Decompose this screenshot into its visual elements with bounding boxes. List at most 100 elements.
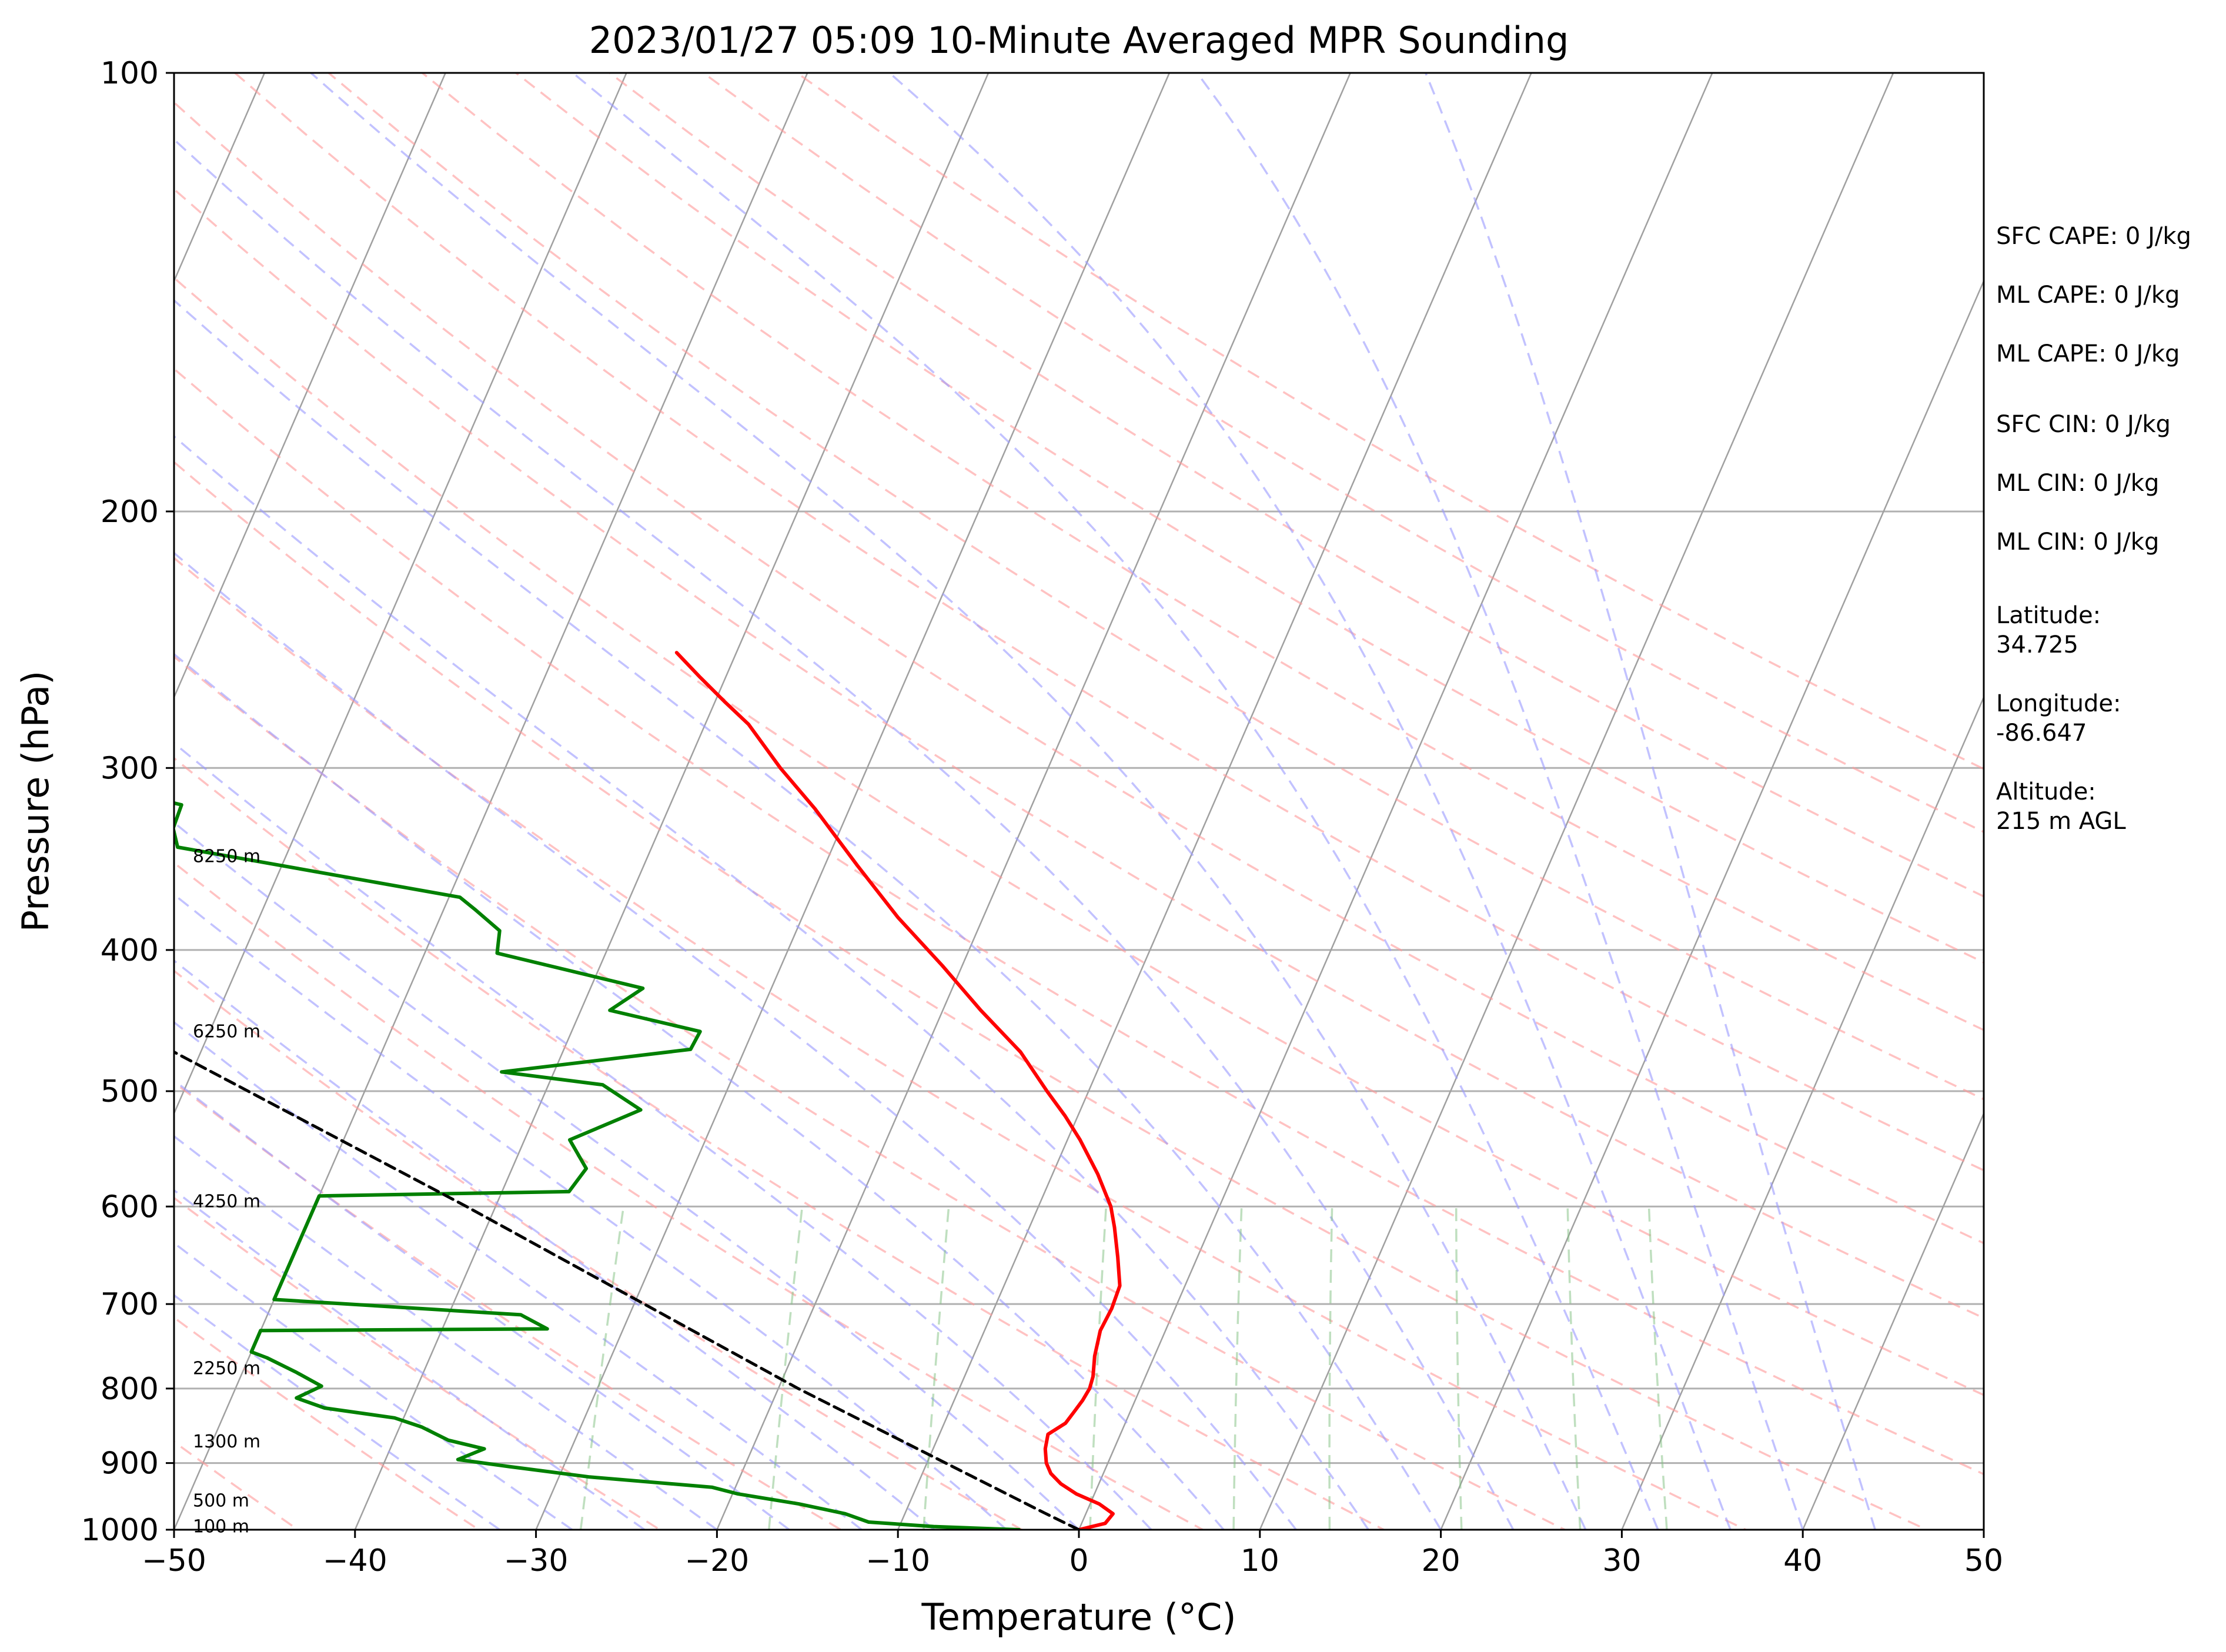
dry-adiabat-line — [174, 1196, 662, 1530]
side-annotation: Latitude: — [1996, 602, 2101, 629]
dry-adiabat-line — [174, 861, 1205, 1530]
dry-adiabat-line — [420, 73, 1984, 1031]
height-label-layer: 100 m 500 m 1300 m 2250 m 4250 m 6250 m 8250 m — [193, 847, 260, 1537]
mixing-ratio-line — [768, 1206, 804, 1530]
moist-adiabat-line — [174, 138, 1515, 1530]
height-label: 100 m — [193, 1517, 249, 1537]
isotherm-line — [354, 73, 990, 1530]
moist-adiabat-line — [174, 1079, 790, 1530]
dry-adiabat-line — [174, 367, 1984, 1476]
isotherm-line — [174, 73, 808, 1530]
dry-adiabat-line — [233, 73, 1984, 1172]
side-annotation: ML CIN: 0 J/kg — [1996, 529, 2159, 556]
dry-adiabat-line — [174, 1316, 481, 1530]
x-axis: −50 −40 −30 −20 −10 0 10 20 30 40 50 — [142, 1530, 2003, 1579]
height-label: 6250 m — [193, 1022, 260, 1042]
side-annotation: SFC CIN: 0 J/kg — [1996, 411, 2171, 438]
isotherm-line — [174, 73, 627, 1116]
mixing-ratio-line — [1232, 1206, 1243, 1530]
isotherm-line — [1259, 73, 1894, 1530]
parcel-profile — [174, 1050, 1081, 1530]
moist-adiabat-line — [174, 893, 1008, 1530]
x-tick-label: −20 — [685, 1543, 750, 1579]
moist-adiabat-line — [174, 551, 1297, 1530]
moist-adiabat-line — [1196, 73, 1804, 1530]
y-tick-label: 100 — [101, 56, 159, 91]
side-annotation: ML CIN: 0 J/kg — [1996, 470, 2159, 497]
side-annotation: ML CAPE: 0 J/kg — [1996, 282, 2180, 309]
y-tick-label: 400 — [101, 933, 159, 968]
x-tick-label: 30 — [1602, 1543, 1641, 1579]
moist-adiabat-line — [310, 73, 1587, 1530]
moist-adiabat-line — [1425, 73, 1876, 1530]
y-axis: 100 200 300 400 500 600 700 800 900 1000 — [81, 56, 174, 1548]
side-annotation: Longitude: — [1996, 690, 2121, 717]
mixing-ratio-line — [1328, 1206, 1333, 1530]
y-tick-label: 300 — [101, 751, 159, 786]
mixing-ratio-line — [1647, 1206, 1668, 1530]
isotherm-line — [174, 73, 266, 283]
dry-adiabat-line — [174, 101, 1984, 1245]
mixing-ratio-line — [923, 1206, 950, 1530]
dry-adiabat-line — [174, 655, 1567, 1530]
isotherm-line — [1078, 73, 1713, 1530]
y-tick-label: 200 — [101, 494, 159, 530]
data-layer — [174, 651, 1122, 1530]
side-annotation: ML CAPE: 0 J/kg — [1996, 340, 2180, 367]
dry-adiabat-line — [514, 73, 1984, 964]
x-tick-label: 50 — [1964, 1543, 2003, 1579]
y-tick-label: 700 — [101, 1287, 159, 1322]
moist-adiabat-line — [174, 434, 1369, 1530]
x-tick-label: 10 — [1241, 1543, 1279, 1579]
height-label: 8250 m — [193, 847, 260, 867]
x-tick-label: −30 — [504, 1543, 569, 1579]
moist-adiabat-line — [174, 1135, 718, 1530]
x-tick-label: −40 — [323, 1543, 387, 1579]
isotherm-line — [716, 73, 1352, 1530]
side-annotations: SFC CAPE: 0 J/kg ML CAPE: 0 J/kg ML CAPE: … — [1996, 223, 2191, 835]
dewpoint-profile — [174, 801, 1021, 1530]
mixing-ratio-line — [1455, 1206, 1463, 1530]
dry-adiabat-line — [174, 757, 1386, 1530]
dry-adiabat-line — [174, 460, 1930, 1530]
dry-adiabat-line — [607, 73, 1984, 898]
temperature-profile — [674, 651, 1122, 1530]
moist-adiabat-line — [888, 73, 1732, 1530]
side-annotation: 34.725 — [1996, 631, 2078, 658]
y-tick-label: 1000 — [81, 1513, 159, 1548]
x-axis-label: Temperature (°C) — [921, 1596, 1236, 1638]
isotherm-line — [1621, 695, 1984, 1530]
y-tick-label: 500 — [101, 1074, 159, 1109]
moist-adiabat-line — [174, 821, 1080, 1530]
dry-adiabat-line — [795, 73, 1984, 770]
isotherm-line — [1440, 279, 1984, 1530]
isotherm-line — [174, 73, 447, 700]
mixing-ratio-line — [1089, 1206, 1108, 1530]
chart-title: 2023/01/27 05:09 10-Minute Averaged MPR … — [589, 19, 1569, 62]
x-tick-label: −50 — [142, 1543, 206, 1579]
x-tick-label: 40 — [1783, 1543, 1822, 1579]
mixing-ratio-line — [1566, 1206, 1582, 1530]
y-tick-label: 600 — [101, 1189, 159, 1225]
mixing-ratio-line — [579, 1206, 625, 1530]
dry-adiabat-line — [174, 556, 1749, 1530]
y-tick-label: 800 — [101, 1372, 159, 1407]
height-label: 500 m — [193, 1490, 249, 1511]
y-tick-label: 900 — [101, 1446, 159, 1482]
dry-adiabat-line — [174, 276, 1984, 1396]
moist-adiabat-line — [174, 1021, 863, 1530]
x-tick-label: 0 — [1069, 1543, 1088, 1579]
moist-adiabat-line — [174, 741, 1152, 1530]
isotherm-line — [897, 73, 1532, 1530]
moist-adiabat-line — [572, 73, 1659, 1530]
isotherm-line — [1801, 1111, 1984, 1530]
dry-adiabat-line — [174, 969, 1024, 1530]
grid-layer — [174, 73, 1984, 1530]
y-axis-label: Pressure (hPa) — [14, 671, 57, 932]
side-annotation: 215 m AGL — [1996, 808, 2126, 835]
height-label: 4250 m — [193, 1191, 260, 1212]
x-tick-label: 20 — [1422, 1543, 1460, 1579]
height-label: 1300 m — [193, 1432, 260, 1452]
